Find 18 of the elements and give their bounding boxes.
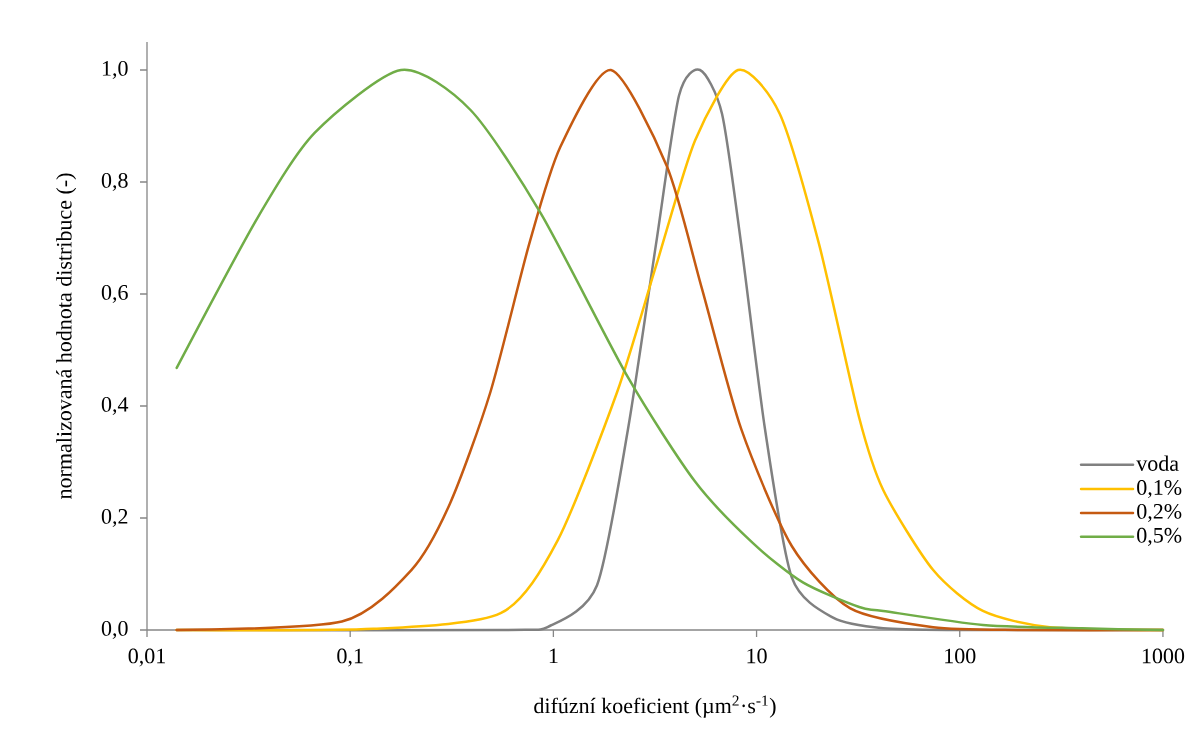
legend-label: voda xyxy=(1136,455,1179,471)
y-tick-label: 0,8 xyxy=(101,172,128,191)
legend-label: 0,2% xyxy=(1137,503,1182,522)
y-tick-label: 0,6 xyxy=(101,284,128,303)
y-tick-label: 0,4 xyxy=(101,396,129,415)
x-tick-label: 1 xyxy=(549,648,558,664)
y-tick-label: 0,0 xyxy=(101,620,128,639)
y-axis-title: normalizovaná hodnota distribuce (-) xyxy=(56,173,77,499)
y-tick-label: 0,2 xyxy=(101,508,128,527)
y-tick-label: 1,0 xyxy=(102,60,128,79)
legend-label: 0,5% xyxy=(1137,527,1182,546)
x-tick-label: 1000 xyxy=(1142,648,1185,664)
x-tick-label: 0,1 xyxy=(337,648,363,667)
legend-label: 0,1% xyxy=(1137,480,1182,499)
x-axis-title: difúzní koeficient (µm$^{2}$·s$^{-1}$) xyxy=(534,695,776,718)
x-tick-label: 100 xyxy=(945,648,976,664)
x-tick-label: 0,01 xyxy=(128,648,165,667)
x-tick-label: 10 xyxy=(747,648,767,664)
